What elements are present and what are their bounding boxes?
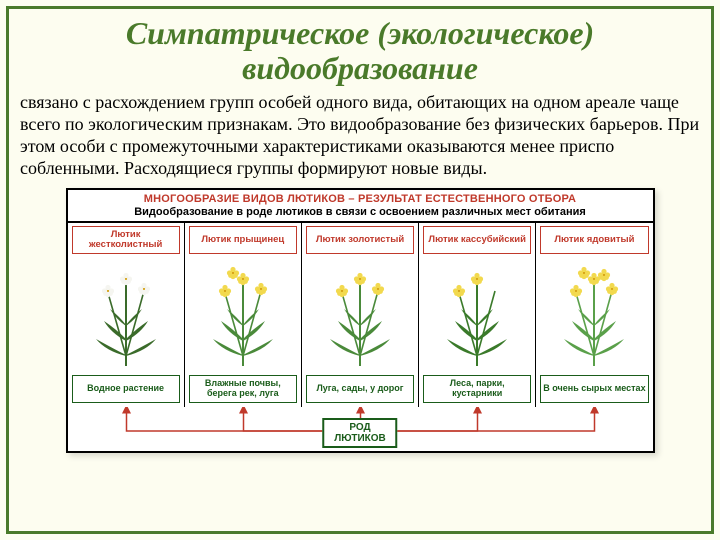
page-title: Симпатрическое (экологическое) видообраз… [16,16,704,86]
habitat-label: Водное растение [72,375,180,403]
body-text: связано с расхождением групп особей одно… [20,92,700,180]
habitat-label: Луга, сады, у дорог [306,375,414,403]
plant-illustration [544,261,644,369]
diagram-column: Лютик прыщинец [185,223,302,407]
plant-cell [302,257,418,373]
habitat-label: Влажные почвы, берега рек, луга [189,375,297,403]
habitat-label: В очень сырых местах [540,375,648,403]
plant-cell [419,257,535,373]
plant-illustration [193,261,293,369]
diagram-title: МНОГООБРАЗИЕ ВИДОВ ЛЮТИКОВ – РЕЗУЛЬТАТ Е… [68,190,653,206]
speciation-diagram: МНОГООБРАЗИЕ ВИДОВ ЛЮТИКОВ – РЕЗУЛЬТАТ Е… [66,188,655,453]
species-label: Лютик золотистый [306,226,414,254]
plant-illustration [427,261,527,369]
diagram-column: Лютик жестколистный [68,223,185,407]
species-label: Лютик прыщинец [189,226,297,254]
diagram-columns: Лютик жестколистный [68,223,653,407]
root-taxon-box: РОДЛЮТИКОВ [322,418,397,448]
habitat-label: Леса, парки, кустарники [423,375,531,403]
diagram-column: Лютик золотистый [302,223,419,407]
plant-illustration [310,261,410,369]
species-label: Лютик кассубийский [423,226,531,254]
species-label: Лютик жестколистный [72,226,180,254]
plant-illustration [76,261,176,369]
plant-cell [185,257,301,373]
diagram-connectors: РОДЛЮТИКОВ [68,407,653,451]
diagram-column: Лютик ядовитый [536,223,652,407]
diagram-column: Лютик кассубийский Леса, парки [419,223,536,407]
diagram-subtitle: Видообразование в роде лютиков в связи с… [68,206,653,223]
plant-cell [68,257,184,373]
root-taxon-label: РОДЛЮТИКОВ [334,422,385,444]
species-label: Лютик ядовитый [540,226,648,254]
plant-cell [536,257,652,373]
